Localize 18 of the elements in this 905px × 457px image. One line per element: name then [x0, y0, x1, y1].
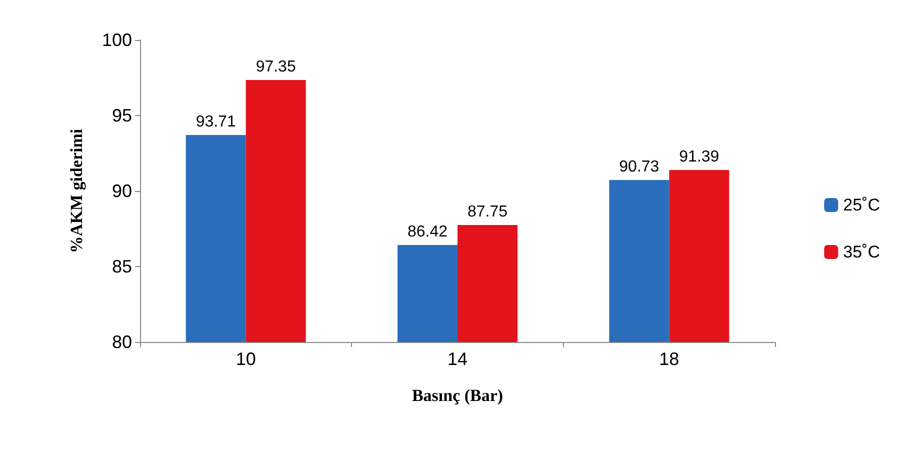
legend-label: 25˚C [843, 196, 880, 214]
data-label: 86.42 [407, 224, 448, 241]
legend-label: 35˚C [843, 242, 880, 262]
data-label: 97.35 [256, 58, 296, 76]
data-label: 91.39 [679, 148, 720, 166]
data-label: 90.73 [619, 158, 660, 176]
data-label: 87.75 [467, 203, 508, 220]
y-tick-label: 100 [102, 30, 132, 50]
y-tick-label: 80 [112, 332, 132, 352]
x-axis-title: Basınç (Bar) [412, 386, 504, 405]
x-tick-label: 10 [236, 349, 256, 369]
y-tick-label: 85 [112, 256, 132, 276]
y-axis-title: %AKM giderimi [67, 128, 86, 254]
data-label: 93.71 [196, 113, 236, 130]
x-tick-label: 18 [659, 349, 680, 369]
y-tick-label: 90 [112, 181, 132, 201]
y-tick-label: 95 [112, 106, 132, 126]
x-tick-label: 14 [447, 349, 468, 369]
